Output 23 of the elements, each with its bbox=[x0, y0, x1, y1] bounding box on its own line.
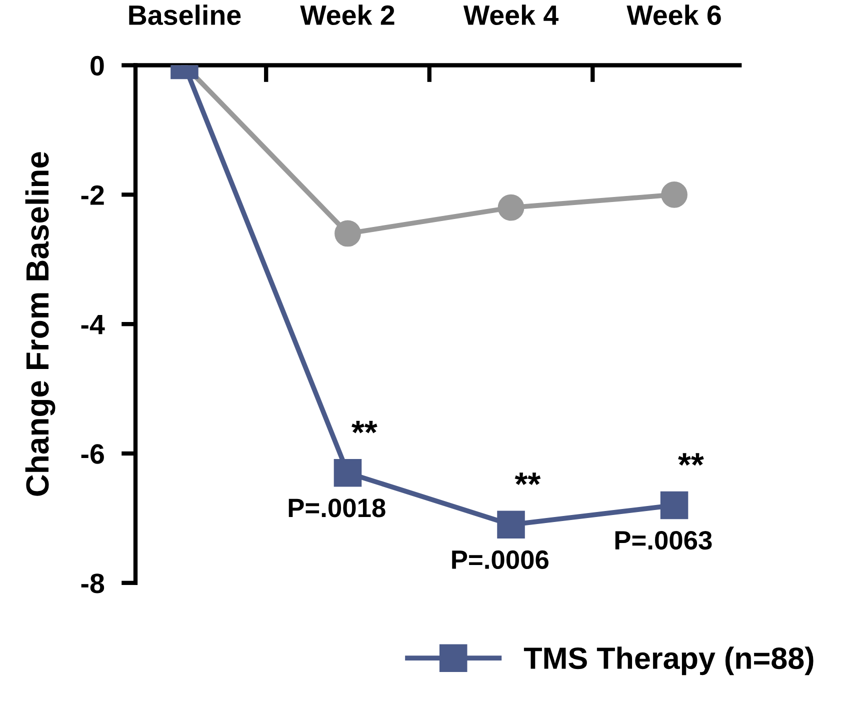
x-tick-label: Week 6 bbox=[626, 4, 721, 26]
annotation: P=.0006 bbox=[452, 550, 548, 570]
y-tick-label: -4 bbox=[81, 315, 105, 334]
annotation: P=.0063 bbox=[615, 530, 712, 550]
annotation: ** bbox=[514, 472, 541, 485]
point bbox=[334, 220, 361, 247]
y-tick-label: -8 bbox=[81, 574, 104, 594]
point bbox=[661, 181, 688, 208]
point bbox=[498, 194, 524, 221]
y-tick-label: -2 bbox=[81, 185, 104, 205]
x-tick-label: Week 2 bbox=[300, 4, 394, 26]
point bbox=[660, 491, 688, 520]
point bbox=[497, 510, 525, 539]
annotation: ** bbox=[352, 420, 378, 434]
legend-label: TMS Therapy (n=88) bbox=[524, 646, 814, 676]
annotation: P=.0018 bbox=[288, 498, 386, 518]
y-tick-label: -6 bbox=[81, 444, 104, 464]
x-tick-label: Baseline bbox=[129, 4, 241, 26]
point bbox=[334, 459, 362, 487]
y-tick-label: 0 bbox=[90, 56, 104, 76]
annotation: ** bbox=[678, 453, 704, 466]
x-tick-label: Week 4 bbox=[463, 4, 558, 26]
y-axis-title: Change From Baseline bbox=[25, 152, 56, 496]
